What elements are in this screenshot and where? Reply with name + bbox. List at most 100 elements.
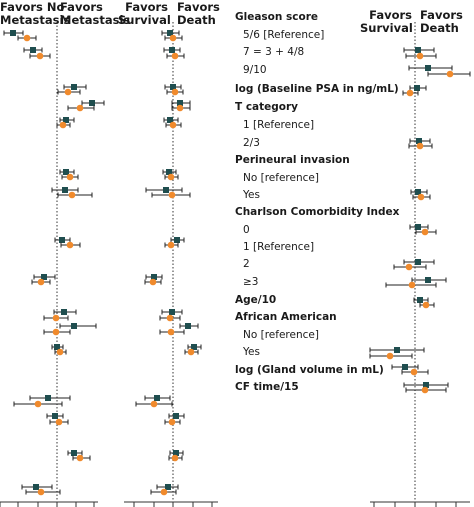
point-estimate-square	[45, 395, 51, 401]
point-estimate-square	[169, 309, 175, 315]
point-estimate-square	[63, 117, 69, 123]
death_panel_a-estimate-6	[171, 100, 191, 106]
metastasis-estimate-9	[56, 121, 71, 129]
point-estimate-square	[425, 65, 431, 71]
death_panel_b-estimate-13	[393, 263, 427, 271]
death_panel_a-estimate-9	[165, 121, 182, 129]
death_panel_b-estimate-7	[408, 142, 433, 150]
death_panel_a-estimate-20	[179, 323, 199, 329]
death_panel_b-estimate-16	[413, 297, 429, 303]
point-estimate-circle	[56, 348, 64, 356]
point-estimate-square	[71, 323, 77, 329]
point-estimate-square	[71, 84, 77, 90]
header-favors-no-metastasis: Favors No Metastasis	[0, 0, 71, 27]
point-estimate-square	[63, 169, 69, 175]
header-favors-death-a: Favors Death	[177, 0, 220, 27]
point-estimate-square	[414, 85, 420, 91]
death_panel_a-estimate-3	[166, 52, 185, 60]
point-estimate-circle	[169, 121, 177, 129]
row-label-cci-2: 2	[243, 258, 250, 270]
point-estimate-square	[170, 84, 176, 90]
death_panel_a-estimate-21	[159, 328, 185, 336]
metastasis-estimate-24	[29, 395, 71, 401]
metastasis-estimate-20	[59, 323, 97, 329]
death_panel_b-estimate-9	[412, 193, 431, 201]
row-label-t1: 1 [Reference]	[243, 119, 315, 131]
death_panel_b-estimate-12	[403, 259, 435, 265]
header-favors-survival-a: Favors Survival	[118, 0, 171, 27]
point-estimate-square	[415, 224, 421, 230]
death_panel_a-estimate-22	[187, 344, 202, 350]
point-estimate-circle	[167, 173, 175, 181]
death_panel_a-estimate-29	[168, 454, 183, 462]
row-label-gleason-9-10: 9/10	[243, 64, 267, 76]
metastasis-estimate-17	[31, 278, 51, 286]
death_panel_a-estimate-12	[145, 187, 183, 193]
point-estimate-circle	[59, 121, 67, 129]
row-label-aa-no: No [reference]	[243, 329, 319, 341]
death_panel_a-estimate-14	[170, 237, 185, 243]
death_panel_b-estimate-21	[401, 368, 429, 376]
point-estimate-square	[166, 169, 172, 175]
header-favors-death-b: Favors Death	[420, 8, 463, 35]
row-label-gleason-score: Gleason score	[235, 11, 319, 23]
death_panel_a-estimate-7	[171, 104, 191, 112]
row-label-age: Age/10	[235, 294, 277, 306]
death_panel_a-estimate-13	[151, 191, 191, 199]
metastasis-estimate-23	[54, 348, 67, 356]
point-estimate-circle	[37, 488, 45, 496]
metastasis-estimate-31	[25, 488, 61, 496]
point-estimate-square	[154, 395, 160, 401]
point-estimate-circle	[386, 352, 394, 360]
metastasis-estimate-1	[17, 34, 37, 42]
metastasis-estimate-11	[61, 173, 79, 181]
death_panel_a-estimate-1	[164, 34, 183, 42]
point-estimate-circle	[76, 454, 84, 462]
point-estimate-square	[417, 297, 423, 303]
point-estimate-square	[61, 309, 67, 315]
metastasis-estimate-12	[51, 187, 79, 193]
point-estimate-circle	[76, 104, 84, 112]
metastasis-estimate-29	[72, 454, 91, 462]
death_panel_b-estimate-23	[405, 386, 447, 394]
row-label-aa-yes: Yes	[243, 346, 260, 358]
death_panel_a-estimate-8	[163, 117, 179, 123]
metastasis-estimate-14	[54, 237, 71, 243]
point-estimate-circle	[168, 418, 176, 426]
point-estimate-circle	[55, 418, 63, 426]
point-estimate-circle	[171, 52, 179, 60]
point-estimate-square	[191, 344, 197, 350]
death_panel_b-estimate-8	[410, 189, 428, 195]
death_panel_a-estimate-28	[169, 450, 184, 456]
row-label-cci-1: 1 [Reference]	[243, 241, 315, 253]
metastasis-estimate-27	[49, 418, 69, 426]
point-estimate-square	[41, 274, 47, 280]
point-estimate-square	[173, 450, 179, 456]
metastasis-estimate-8	[59, 117, 75, 123]
point-estimate-circle	[52, 328, 60, 336]
point-estimate-circle	[52, 314, 60, 322]
point-estimate-square	[415, 259, 421, 265]
death_panel_b-estimate-2	[408, 65, 453, 71]
death_panel_a-estimate-24	[144, 395, 171, 401]
death_panel_a-estimate-27	[164, 418, 181, 426]
death_panel_a-estimate-25	[135, 400, 173, 408]
header-favors-metastasis: Favors Metastasis	[60, 0, 131, 27]
point-estimate-circle	[36, 52, 44, 60]
death_panel_a-estimate-10	[162, 169, 177, 175]
point-estimate-square	[89, 100, 95, 106]
point-estimate-circle	[171, 88, 179, 96]
row-label-gleason-5-6: 5/6 [Reference]	[243, 29, 325, 41]
point-estimate-square	[169, 47, 175, 53]
point-estimate-square	[416, 138, 422, 144]
point-estimate-square	[151, 274, 157, 280]
point-estimate-circle	[160, 488, 168, 496]
death_panel_b-estimate-19	[369, 352, 413, 360]
metastasis-estimate-0	[3, 30, 24, 36]
point-estimate-circle	[66, 241, 74, 249]
estimate-markers	[3, 30, 471, 496]
point-estimate-circle	[410, 368, 418, 376]
point-estimate-circle	[167, 328, 175, 336]
point-estimate-square	[165, 484, 171, 490]
